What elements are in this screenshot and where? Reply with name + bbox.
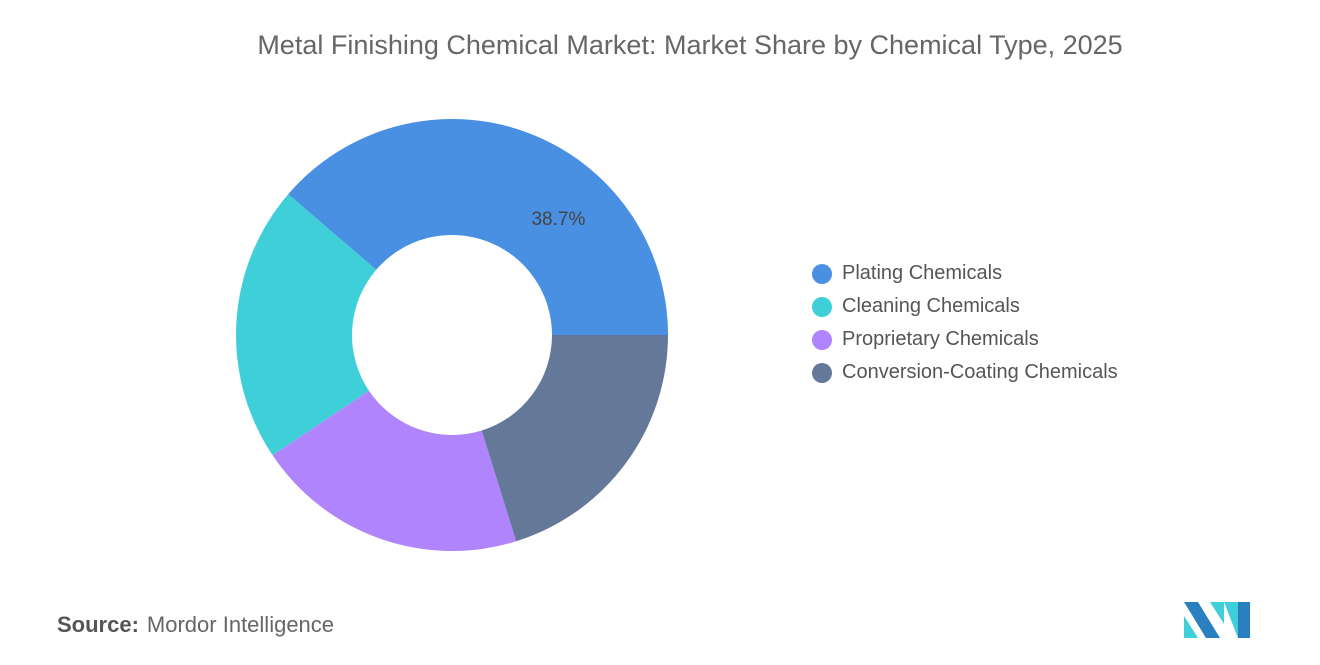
legend-marker xyxy=(812,362,832,383)
legend-label: Conversion-Coating Chemicals xyxy=(842,361,1118,383)
legend-item: Cleaning Chemicals xyxy=(812,290,1118,323)
chart-title: Metal Finishing Chemical Market: Market … xyxy=(257,30,1123,60)
legend-label: Plating Chemicals xyxy=(842,262,1003,284)
source-label: Source: xyxy=(57,612,139,637)
legend-marker xyxy=(812,263,832,284)
legend-label: Proprietary Chemicals xyxy=(842,328,1039,350)
mordor-logo xyxy=(1184,602,1250,638)
legend-marker xyxy=(812,329,832,350)
legend-marker xyxy=(812,296,832,317)
slice-plating-chemicals xyxy=(288,118,668,335)
source-note: Source: Mordor Intelligence xyxy=(57,612,334,638)
slice-cleaning-chemicals xyxy=(235,194,377,456)
source-value: Mordor Intelligence xyxy=(146,612,335,637)
slice-conversion-coating-chemicals xyxy=(481,335,668,542)
legend: Plating Chemicals Cleaning Chemicals Propr… xyxy=(812,257,1118,389)
legend-item: Conversion-Coating Chemicals xyxy=(812,356,1118,389)
legend-item: Proprietary Chemicals xyxy=(812,323,1118,356)
donut-chart: 38.7% xyxy=(235,118,668,551)
data-label: 38.7% xyxy=(531,209,585,230)
legend-label: Cleaning Chemicals xyxy=(842,295,1020,317)
legend-item: Plating Chemicals xyxy=(812,257,1118,290)
slice-proprietary-chemicals xyxy=(272,390,517,551)
